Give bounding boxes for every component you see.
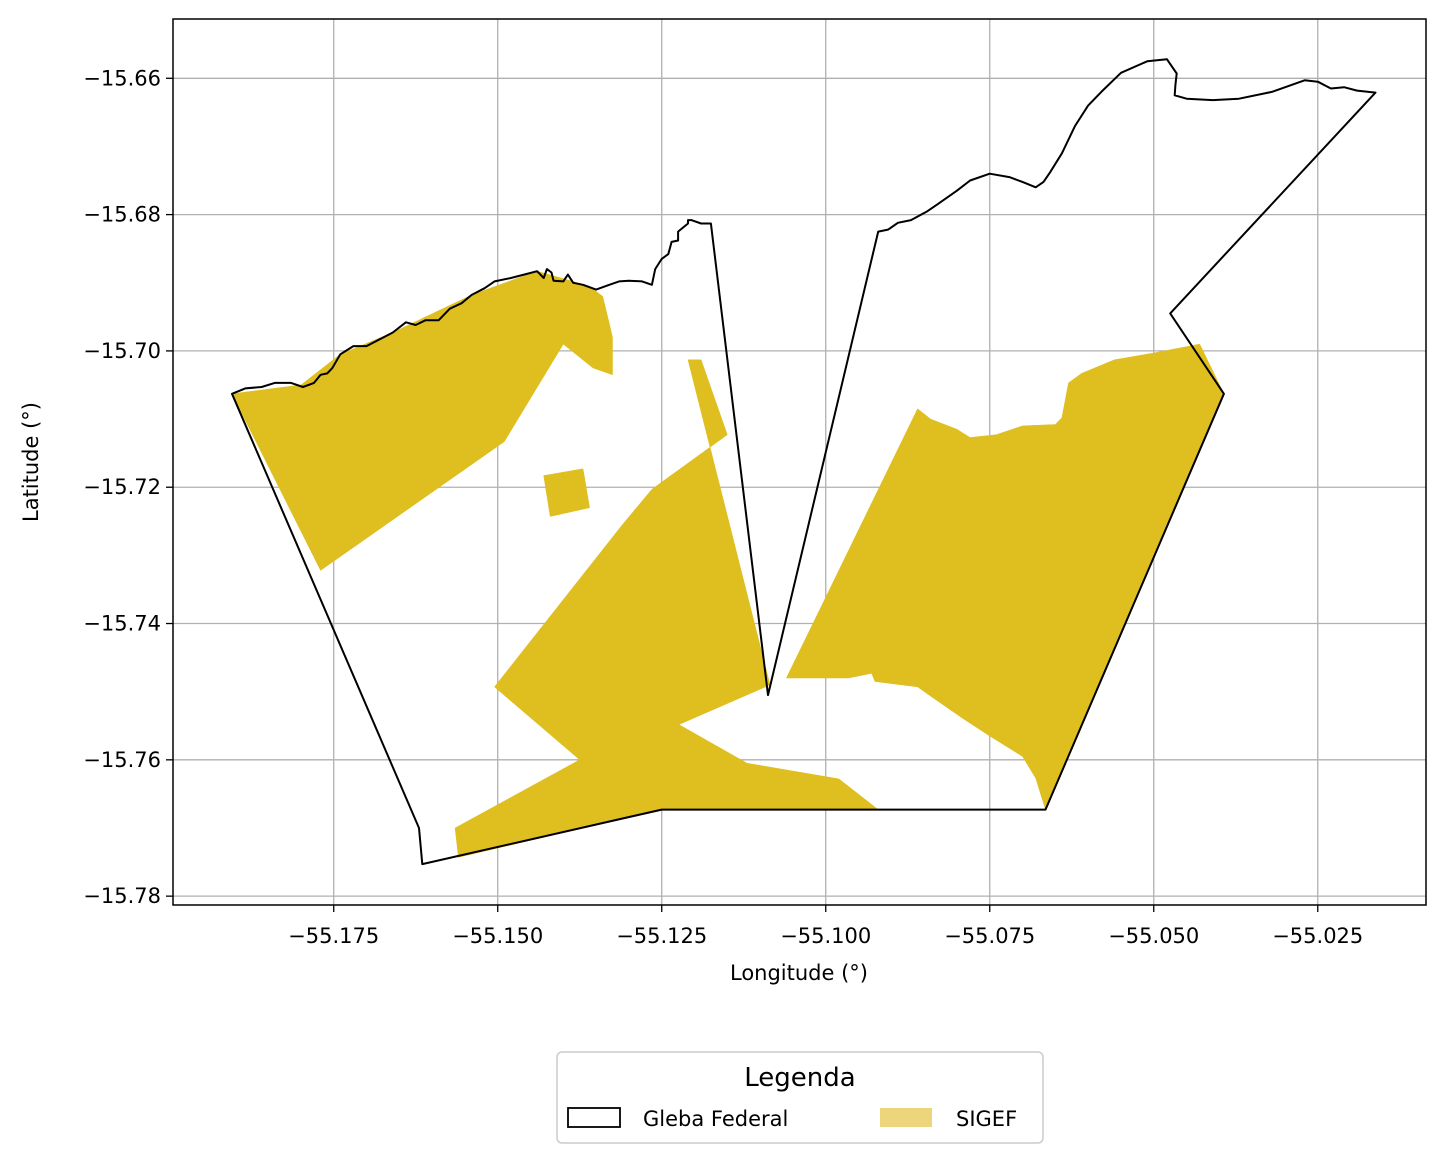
x-tick-label-0: −55.175 — [288, 924, 379, 948]
y-tick-label-1: −15.68 — [83, 203, 161, 227]
legend-label-gleba-federal: Gleba Federal — [643, 1107, 788, 1131]
x-tick-label-5: −55.050 — [1108, 924, 1199, 948]
y-tick-label-0: −15.66 — [83, 66, 161, 90]
y-tick-label-5: −15.76 — [83, 748, 161, 772]
legend-swatch-sigef — [880, 1108, 932, 1127]
y-tick-label-4: −15.74 — [83, 612, 161, 636]
y-axis-label: Latitude (°) — [19, 402, 43, 522]
plot-frame — [172, 18, 1427, 906]
sigef-parcel-1 — [543, 468, 590, 517]
sigef-parcel-0 — [231, 270, 613, 571]
legend-label-sigef: SIGEF — [956, 1107, 1017, 1131]
gleba-federal-outline — [231, 58, 1377, 866]
x-tick-label-3: −55.100 — [780, 924, 871, 948]
y-axis-ticks: −15.66 −15.68 −15.70 −15.72 −15.74 −15.76 −15.… — [83, 66, 173, 908]
y-tick-label-2: −15.70 — [83, 339, 161, 363]
x-tick-label-4: −55.075 — [944, 924, 1035, 948]
y-tick-label-6: −15.78 — [83, 884, 161, 908]
x-tick-label-6: −55.025 — [1272, 924, 1363, 948]
x-tick-label-1: −55.150 — [452, 924, 543, 948]
legend: Legenda Gleba Federal SIGEF — [556, 1051, 1044, 1144]
sigef-parcel-3 — [786, 343, 1225, 811]
x-axis-ticks: −55.175 −55.150 −55.125 −55.100 −55.075 −55.0… — [288, 905, 1363, 948]
gleba-federal-boundary — [231, 58, 1377, 866]
legend-swatch-gleba-federal — [567, 1107, 621, 1128]
legend-title: Legenda — [744, 1063, 855, 1093]
x-axis-label: Longitude (°) — [730, 961, 868, 985]
x-tick-label-2: −55.125 — [616, 924, 707, 948]
sigef-parcels — [231, 270, 1225, 858]
y-tick-label-3: −15.72 — [83, 475, 161, 499]
sigef-parcel-2 — [454, 359, 879, 858]
